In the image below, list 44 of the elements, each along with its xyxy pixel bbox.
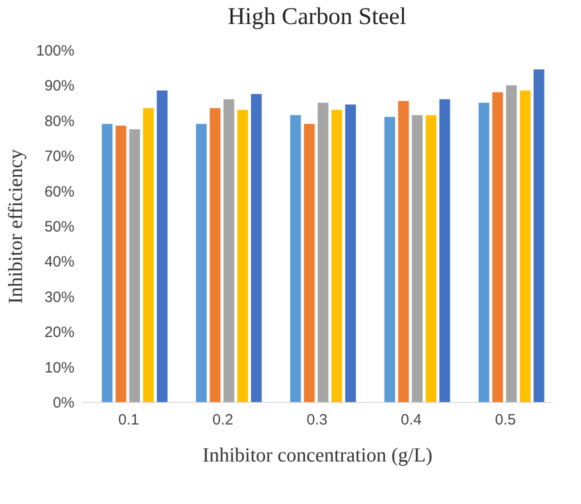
bar — [506, 85, 517, 402]
bar — [478, 102, 490, 402]
bar — [304, 124, 315, 402]
bar — [129, 129, 140, 402]
x-tick-label: 0.5 — [494, 412, 516, 428]
bar — [520, 90, 531, 402]
bar — [290, 115, 301, 402]
bar — [331, 110, 342, 402]
bar — [426, 115, 436, 402]
y-tick-label: 100% — [36, 42, 74, 60]
bar — [156, 90, 168, 402]
y-axis-title: Inhibitor efficiency — [5, 149, 28, 304]
bar — [412, 115, 423, 402]
bar — [439, 99, 450, 402]
x-tick-label: 0.3 — [306, 412, 328, 428]
y-tick-label: 70% — [44, 148, 74, 166]
bar — [224, 99, 234, 402]
bar — [318, 102, 328, 402]
x-tick-label: 0.4 — [400, 412, 422, 428]
y-tick-label: 50% — [44, 218, 74, 236]
chart-title: High Carbon Steel — [228, 4, 407, 30]
bar — [237, 110, 248, 402]
bar — [345, 104, 356, 402]
bar — [116, 126, 126, 402]
x-tick-label: 0.2 — [212, 412, 234, 428]
y-tick-label: 40% — [44, 254, 74, 271]
bar — [492, 92, 504, 402]
bar — [143, 108, 154, 402]
bar — [398, 101, 409, 402]
y-tick-label: 60% — [44, 183, 74, 200]
y-tick-label: 0% — [52, 394, 74, 412]
y-tick-label: 10% — [44, 359, 74, 376]
y-tick-label: 20% — [44, 324, 74, 342]
bar — [251, 94, 262, 402]
x-axis-title: Inhibitor concentration (g/L) — [202, 444, 432, 466]
bar — [534, 69, 544, 402]
y-tick-label: 80% — [44, 112, 74, 130]
y-tick-label: 30% — [44, 288, 74, 306]
bar — [384, 116, 396, 402]
bar — [102, 124, 113, 402]
bar — [196, 124, 207, 402]
y-tick-label: 90% — [44, 78, 74, 95]
bar — [210, 108, 220, 402]
x-tick-label: 0.1 — [118, 412, 140, 428]
